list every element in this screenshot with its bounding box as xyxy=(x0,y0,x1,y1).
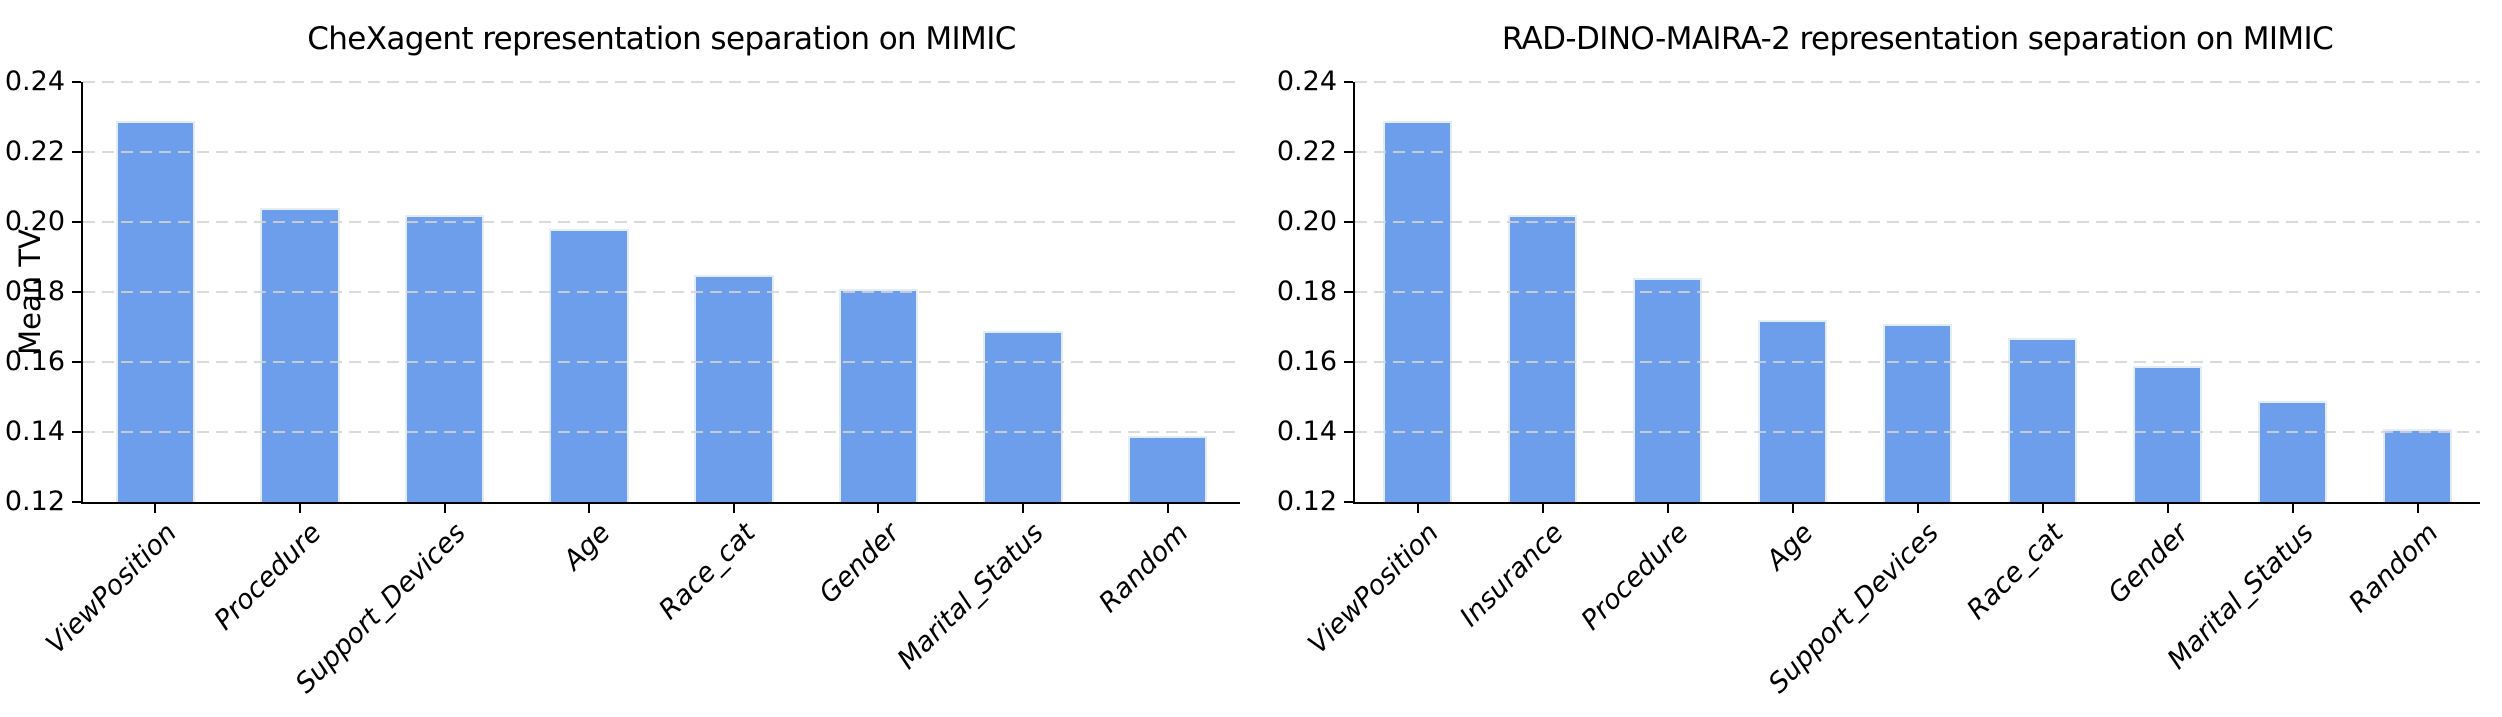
y-tick-label: 0.14 xyxy=(1276,416,1337,447)
x-tick xyxy=(2041,504,2044,513)
y-tick-label: 0.24 xyxy=(4,66,65,97)
plot-area: ViewPosition Procedure Support_Devices Age R… xyxy=(5,66,1240,699)
chart-title: CheXagent representation separation on M… xyxy=(307,21,1016,57)
x-tick xyxy=(732,504,735,513)
chart-chexagent: CheXagent representation separation on M… xyxy=(5,21,1240,699)
y-axis-spine xyxy=(1353,82,1355,504)
gridline xyxy=(83,221,1240,223)
x-tick-label: ViewPosition xyxy=(39,517,183,660)
x-tick-label: Gender xyxy=(813,517,906,610)
y-tick xyxy=(1344,431,1353,433)
gridline xyxy=(83,431,1240,433)
y-tick-label: 0.22 xyxy=(1276,136,1337,167)
bar-marital_status xyxy=(2258,400,2327,502)
x-tick xyxy=(877,504,880,513)
x-tick xyxy=(1166,504,1169,513)
y-tick xyxy=(72,291,81,293)
x-tick xyxy=(443,504,446,513)
y-tick xyxy=(72,151,81,153)
x-tick xyxy=(154,504,157,513)
y-tick-label: 0.12 xyxy=(1276,486,1337,517)
chart-rad-dino-maira-2: RAD-DINO-MAIRA-2 representation separati… xyxy=(1251,0,2502,717)
y-tick-label: 0.18 xyxy=(1276,276,1337,307)
gridline xyxy=(1355,151,2480,153)
gridline xyxy=(1355,291,2480,293)
y-axis-spine xyxy=(81,82,83,504)
x-tick-label: Insurance xyxy=(1454,517,1570,633)
bar-random xyxy=(1127,435,1208,502)
gridline xyxy=(83,81,1240,83)
y-tick-label: 0.18 xyxy=(4,276,65,307)
x-tick xyxy=(2166,504,2169,513)
x-tick xyxy=(588,504,591,513)
bar-procedure xyxy=(1633,278,1702,502)
y-tick-label: 0.20 xyxy=(1276,206,1337,237)
y-tick xyxy=(72,431,81,433)
x-tick-label: Gender xyxy=(2102,517,2195,610)
y-tick xyxy=(72,81,81,83)
bar-insurance xyxy=(1508,215,1577,502)
bar-random xyxy=(2383,428,2452,502)
y-tick-label: 0.16 xyxy=(1276,346,1337,377)
y-tick-label: 0.14 xyxy=(4,416,65,447)
gridline xyxy=(83,291,1240,293)
x-tick xyxy=(1416,504,1419,513)
bar-support_devices xyxy=(404,215,485,502)
y-tick xyxy=(1344,81,1353,83)
x-axis-spine xyxy=(1353,502,2480,504)
x-tick-label: Age xyxy=(557,517,617,577)
x-tick-label: Race_cat xyxy=(652,517,762,626)
bar-viewposition xyxy=(1383,120,1452,502)
y-tick xyxy=(1344,221,1353,223)
x-tick-label: Age xyxy=(1760,517,1820,577)
y-tick-label: 0.24 xyxy=(1276,66,1337,97)
y-tick xyxy=(72,501,81,503)
bar-marital_status xyxy=(983,330,1063,502)
gridline xyxy=(1355,431,2480,433)
bar-gender xyxy=(838,288,919,502)
x-tick xyxy=(2416,504,2419,513)
gridline xyxy=(83,361,1240,363)
x-tick xyxy=(1916,504,1919,513)
x-tick xyxy=(1022,504,1025,513)
x-tick-label: Procedure xyxy=(208,517,328,637)
y-tick xyxy=(72,361,81,363)
bar-age xyxy=(1758,320,1827,502)
bar-race_cat xyxy=(694,274,774,502)
gridline xyxy=(83,151,1240,153)
x-tick-label: Procedure xyxy=(1575,517,1695,637)
x-tick xyxy=(1666,504,1669,513)
y-tick xyxy=(1344,291,1353,293)
bar-gender xyxy=(2133,365,2202,502)
x-tick-label: Random xyxy=(1093,517,1195,619)
gridline xyxy=(1355,221,2480,223)
bar-procedure xyxy=(260,208,340,502)
y-tick-label: 0.22 xyxy=(4,136,65,167)
x-tick xyxy=(2291,504,2294,513)
x-tick-label: Marital_Status xyxy=(892,517,1051,676)
y-tick xyxy=(72,221,81,223)
chart-title: RAD-DINO-MAIRA-2 representation separati… xyxy=(1501,21,2334,57)
x-tick-label: Race_cat xyxy=(1961,517,2070,626)
x-tick-label: Random xyxy=(2343,517,2445,619)
bar-viewposition xyxy=(115,120,196,502)
x-tick xyxy=(1791,504,1794,513)
x-tick xyxy=(298,504,301,513)
y-tick-label: 0.20 xyxy=(4,206,65,237)
y-tick xyxy=(1344,151,1353,153)
bar-race_cat xyxy=(2008,337,2077,502)
bar-support_devices xyxy=(1883,323,1952,502)
plot-area: ViewPosition Insurance Procedure Age Support… xyxy=(1277,66,2480,699)
y-tick-label: 0.16 xyxy=(4,346,65,377)
y-tick xyxy=(1344,361,1353,363)
x-axis-spine xyxy=(81,502,1240,504)
bar-age xyxy=(549,229,629,502)
y-tick xyxy=(1344,501,1353,503)
x-tick-label: ViewPosition xyxy=(1302,517,1445,660)
y-tick-label: 0.12 xyxy=(4,486,65,517)
x-tick xyxy=(1541,504,1544,513)
gridline xyxy=(1355,81,2480,83)
gridline xyxy=(1355,361,2480,363)
